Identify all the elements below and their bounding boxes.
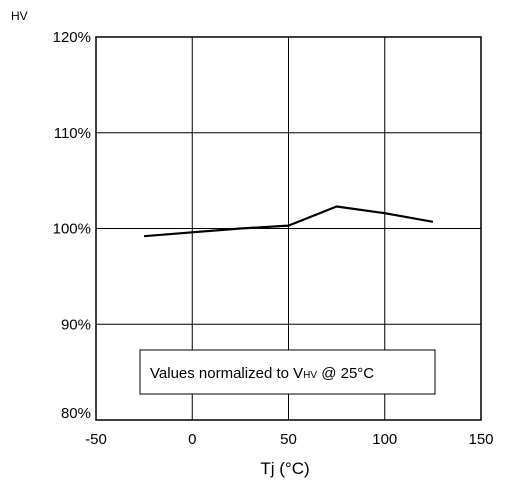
x-tick-label: 0 <box>188 431 196 448</box>
y-tick-labels: 80% 90% 100% 110% 120% <box>53 29 91 422</box>
note-box <box>139 349 436 395</box>
x-axis-title: Tj (°C) <box>260 459 309 478</box>
y-tick-label: 90% <box>61 316 91 333</box>
plot-frame <box>95 36 482 421</box>
x-tick-label: 50 <box>280 431 297 448</box>
y-tick-label: 110% <box>54 125 91 142</box>
y-axis-label: HV <box>11 9 28 23</box>
note-suffix: @ 25°C <box>317 365 374 382</box>
y-tick-label: 100% <box>53 221 91 238</box>
series-layer <box>144 205 434 238</box>
y-tick-label: 120% <box>53 29 91 46</box>
y-tick-label: 80% <box>61 405 91 422</box>
x-tick-label: 100 <box>372 431 397 448</box>
x-tick-label: -50 <box>85 431 107 448</box>
note-prefix: Values normalized to V <box>150 365 303 382</box>
x-tick-labels: -50 0 50 100 150 <box>85 431 493 448</box>
note-text: Values normalized to VHV @ 25°C <box>150 365 374 382</box>
series-line <box>144 205 434 238</box>
note-subscript: HV <box>303 370 317 381</box>
x-tick-label: 150 <box>468 431 493 448</box>
normalization-note: Values normalized to VHV @ 25°C <box>139 349 436 395</box>
